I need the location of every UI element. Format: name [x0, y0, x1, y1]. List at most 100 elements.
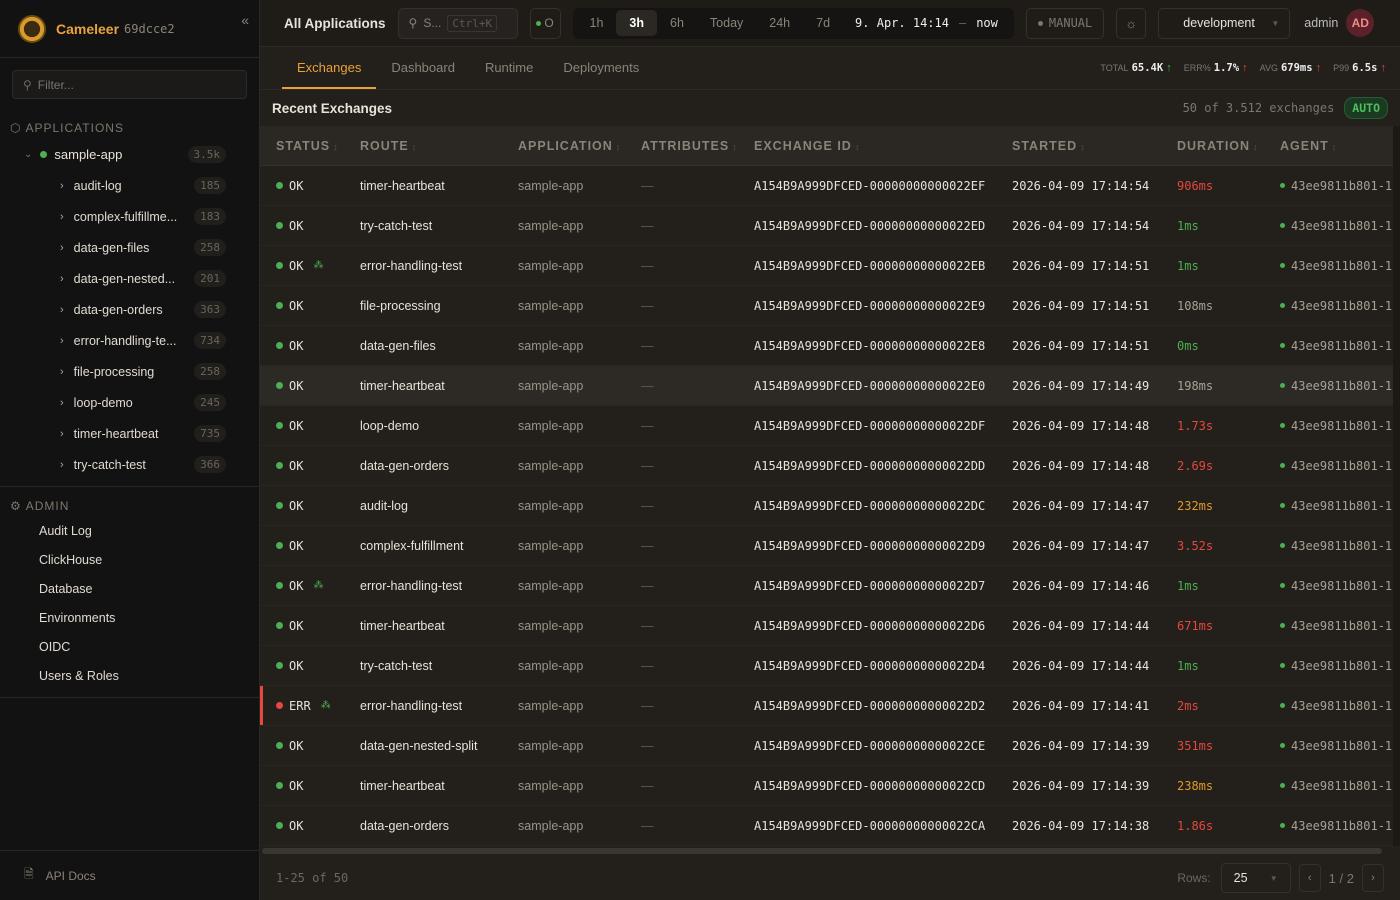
sidebar-admin-item[interactable]: OIDC: [39, 639, 71, 654]
application-cell: sample-app: [518, 338, 584, 353]
started-cell: 2026-04-09 17:14:46: [1012, 578, 1150, 593]
duration-cell: 906ms: [1177, 178, 1214, 193]
auto-refresh-badge[interactable]: AUTO: [1344, 97, 1388, 119]
time-range-7d[interactable]: 7d: [816, 16, 831, 30]
time-range-24h[interactable]: 24h: [769, 16, 791, 30]
next-page-button[interactable]: ›: [1362, 864, 1384, 892]
collapse-sidebar-icon[interactable]: «: [241, 12, 249, 28]
time-range-selector: 1h 3h 6h Today 24h 7d 9. Apr. 14:14 – now: [572, 7, 1014, 39]
status-cell: OK: [276, 779, 303, 793]
route-cell: timer-heartbeat: [360, 378, 445, 393]
horizontal-scrollbar[interactable]: [262, 848, 1382, 854]
table-row[interactable]: OK audit-log sample-app — A154B9A999DFCED-00…: [260, 486, 1393, 526]
started-cell: 2026-04-09 17:14:48: [1012, 458, 1150, 473]
tab-deployments[interactable]: Deployments: [563, 59, 640, 75]
time-range-today[interactable]: Today: [709, 16, 744, 30]
search-icon: ⚲: [408, 16, 418, 30]
route-count-badge: 183: [194, 208, 226, 225]
attributes-cell: —: [641, 258, 654, 273]
table-row[interactable]: OK data-gen-files sample-app — A154B9A999DFC…: [260, 326, 1393, 366]
manual-refresh-button[interactable]: MANUAL: [1025, 7, 1105, 39]
sidebar-filter[interactable]: ⚲: [12, 70, 247, 99]
sidebar-route-item[interactable]: › complex-fulfillme... 183: [0, 201, 259, 232]
sidebar-admin-item[interactable]: ClickHouse: [39, 552, 103, 567]
sidebar-route-item[interactable]: › file-processing 258: [0, 356, 259, 387]
sidebar-route-item[interactable]: › audit-log 185: [0, 170, 259, 201]
column-header-agent[interactable]: AGENT ↕: [1280, 139, 1337, 153]
column-header-duration[interactable]: DURATION ↕: [1177, 139, 1259, 153]
table-row[interactable]: OK ⁂ error-handling-test sample-app — A154B9A…: [260, 246, 1393, 286]
sidebar-route-item[interactable]: › try-catch-test 366: [0, 449, 259, 480]
column-header-exchange-id[interactable]: EXCHANGE ID ↕: [754, 139, 860, 153]
table-row[interactable]: OK try-catch-test sample-app — A154B9A999DFC…: [260, 646, 1393, 686]
table-row[interactable]: OK data-gen-orders sample-app — A154B9A999DF…: [260, 446, 1393, 486]
column-header-route[interactable]: ROUTE ↕: [360, 139, 417, 153]
table-row[interactable]: OK timer-heartbeat sample-app — A154B9A999DF…: [260, 366, 1393, 406]
sort-icon: ↕: [333, 141, 339, 152]
column-header-attributes[interactable]: ATTRIBUTES ↕: [641, 139, 738, 153]
time-range-3h[interactable]: 3h: [616, 10, 658, 36]
arrow-up-icon: ↑: [1239, 62, 1248, 74]
table-row[interactable]: OK timer-heartbeat sample-app — A154B9A999DF…: [260, 166, 1393, 206]
sidebar-route-item[interactable]: › error-handling-te... 734: [0, 325, 259, 356]
table-row[interactable]: OK try-catch-test sample-app — A154B9A999DFC…: [260, 206, 1393, 246]
api-docs-link[interactable]: 🗎 API Docs: [0, 850, 259, 900]
table-row[interactable]: OK timer-heartbeat sample-app — A154B9A999DF…: [260, 766, 1393, 806]
exchange-id-cell: A154B9A999DFCED-00000000000022CA: [754, 818, 986, 833]
filter-input[interactable]: [37, 77, 228, 92]
chevron-right-icon: ›: [60, 272, 64, 285]
exchange-id-cell: A154B9A999DFCED-00000000000022CD: [754, 778, 986, 793]
time-range-6h[interactable]: 6h: [670, 16, 684, 30]
column-label: APPLICATION: [518, 138, 613, 153]
status-cell: OK: [276, 179, 303, 193]
date-from: 9. Apr. 14:14: [855, 16, 949, 30]
table-row[interactable]: ERR ⁂ error-handling-test sample-app — A154B9…: [260, 686, 1393, 726]
admin-section-header[interactable]: ⚙ ADMIN: [0, 499, 259, 513]
table-row[interactable]: OK data-gen-nested-split sample-app — A154B9…: [260, 726, 1393, 766]
sidebar-admin-item[interactable]: Database: [39, 581, 93, 596]
applications-section-header[interactable]: ⬡ APPLICATIONS: [0, 121, 259, 135]
sidebar-route-item[interactable]: › loop-demo 245: [0, 387, 259, 418]
column-header-status[interactable]: STATUS ↕: [276, 139, 339, 153]
sidebar-admin-item[interactable]: Users & Roles: [39, 668, 119, 683]
applications-label: APPLICATIONS: [25, 121, 124, 135]
sidebar-route-item[interactable]: › data-gen-files 258: [0, 232, 259, 263]
column-header-started[interactable]: STARTED ↕: [1012, 139, 1086, 153]
vertical-scrollbar[interactable]: [1393, 126, 1400, 846]
time-range-1h[interactable]: 1h: [589, 16, 604, 30]
current-page: 1: [1328, 870, 1336, 886]
date-separator: –: [958, 16, 967, 30]
tab-runtime[interactable]: Runtime: [484, 59, 534, 75]
sidebar-route-item[interactable]: › timer-heartbeat 735: [0, 418, 259, 449]
table-row[interactable]: OK ⁂ error-handling-test sample-app — A154B9A…: [260, 566, 1393, 606]
agent-cell: 43ee9811b801-1: [1280, 379, 1392, 393]
table-row[interactable]: OK file-processing sample-app — A154B9A999DF…: [260, 286, 1393, 326]
status-filter-button[interactable]: O: [529, 7, 561, 39]
command-search[interactable]: ⚲ S... Ctrl+K: [397, 7, 518, 39]
rows-label: Rows:: [1177, 871, 1211, 885]
table-row[interactable]: OK timer-heartbeat sample-app — A154B9A999DF…: [260, 606, 1393, 646]
date-range[interactable]: 9. Apr. 14:14 – now: [843, 16, 1010, 30]
sidebar-admin-item[interactable]: Audit Log: [39, 523, 92, 538]
tab-exchanges[interactable]: Exchanges: [282, 47, 377, 89]
tab-dashboard[interactable]: Dashboard: [391, 59, 455, 75]
sidebar-app-sample-app[interactable]: ⌄ sample-app 3.5k: [0, 139, 259, 170]
sidebar-route-item[interactable]: › data-gen-nested... 201: [0, 263, 259, 294]
agent-name: 43ee9811b801-1: [1291, 778, 1393, 793]
sidebar-route-item[interactable]: › data-gen-orders 363: [0, 294, 259, 325]
table-row[interactable]: OK loop-demo sample-app — A154B9A999DFCED-00…: [260, 406, 1393, 446]
kpi-value: 6.5s: [1352, 62, 1378, 74]
prev-page-button[interactable]: ‹: [1298, 864, 1321, 892]
rows-per-page-select[interactable]: 25 ▼: [1220, 863, 1291, 893]
table-row[interactable]: OK complex-fulfillment sample-app — A154B9A9…: [260, 526, 1393, 566]
sidebar-admin-item[interactable]: Environments: [39, 610, 116, 625]
agent-name: 43ee9811b801-1: [1291, 178, 1393, 193]
table-row[interactable]: OK data-gen-orders sample-app — A154B9A999DF…: [260, 806, 1393, 846]
environment-select[interactable]: development ▼: [1158, 7, 1291, 39]
status-dot: [276, 182, 283, 189]
chevron-right-icon: ›: [60, 303, 64, 316]
theme-toggle-button[interactable]: ☼: [1116, 7, 1147, 39]
avatar[interactable]: AD: [1346, 9, 1375, 37]
status-cell: OK: [276, 379, 303, 393]
column-header-application[interactable]: APPLICATION ↕: [518, 139, 621, 153]
